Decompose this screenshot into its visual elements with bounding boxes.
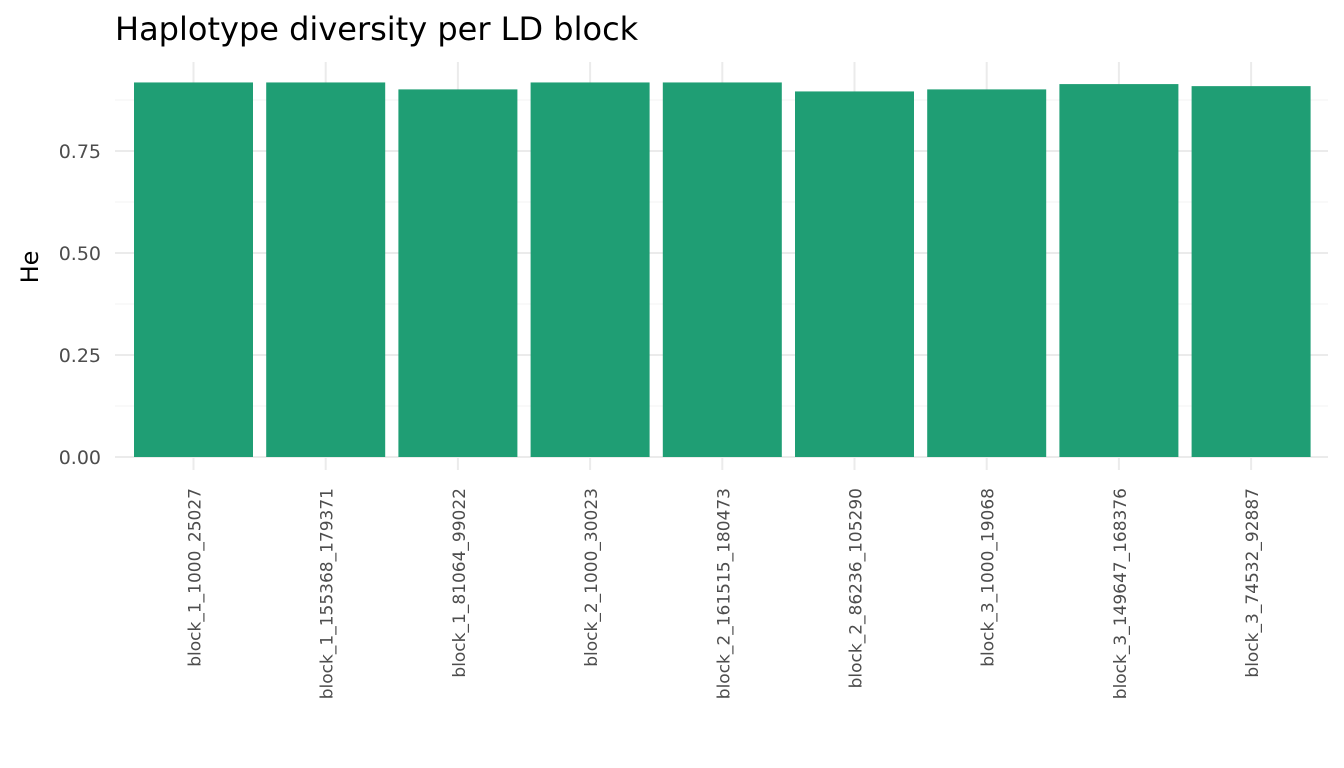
y-axis-title: He: [16, 251, 44, 284]
bar: [927, 89, 1047, 457]
y-tick-label: 0.00: [59, 447, 101, 469]
bar: [266, 82, 386, 458]
x-tick-label: block_2_1000_30023: [582, 488, 602, 667]
bar: [530, 82, 650, 458]
bar: [398, 89, 518, 457]
y-axis-ticks: 0.00 0.25 0.50 0.75: [59, 141, 101, 469]
bars: [134, 82, 1311, 458]
x-tick-label: block_1_1000_25027: [186, 488, 206, 667]
bar: [1059, 84, 1179, 457]
bar: [795, 91, 914, 457]
x-axis-ticks: block_1_1000_25027 block_1_155368_179371 b…: [186, 488, 1264, 699]
x-tick-label: block_3_1000_19068: [979, 488, 999, 667]
x-tick-label: block_1_81064_99022: [450, 488, 470, 678]
x-tick-label: block_3_149647_168376: [1111, 488, 1131, 699]
y-tick-label: 0.25: [59, 345, 101, 367]
x-tick-label: block_1_155368_179371: [318, 488, 338, 699]
y-tick-label: 0.50: [59, 243, 101, 265]
x-tick-label: block_2_161515_180473: [714, 488, 734, 699]
bar: [1191, 86, 1311, 458]
bar: [134, 82, 253, 458]
y-tick-label: 0.75: [59, 141, 101, 163]
bar: [662, 82, 782, 458]
x-tick-label: block_2_86236_105290: [847, 488, 867, 688]
chart-title: Haplotype diversity per LD block: [115, 10, 639, 48]
x-tick-label: block_3_74532_92887: [1243, 488, 1263, 678]
